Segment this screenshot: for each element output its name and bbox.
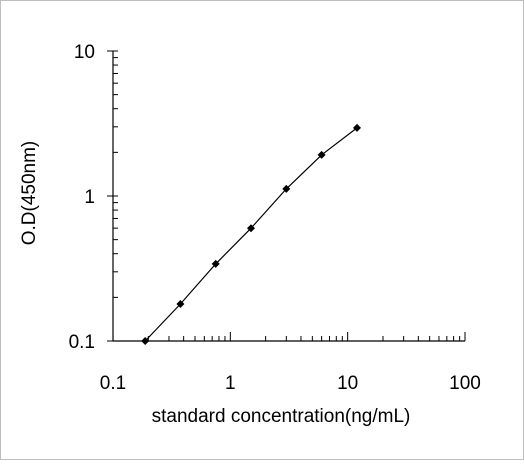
x-tick-label: 1 <box>225 373 236 394</box>
data-point <box>282 184 291 193</box>
series <box>141 123 361 345</box>
x-axis-label: standard concentration(ng/mL) <box>152 406 411 427</box>
y-tick-label: 1 <box>84 187 95 208</box>
data-point <box>353 123 361 132</box>
y-tick-label: 0.1 <box>69 332 95 353</box>
data-point <box>317 150 326 159</box>
tick-marks <box>107 50 466 342</box>
x-tick-label: 10 <box>337 373 358 394</box>
y-tick-label: 10 <box>74 42 95 63</box>
data-point <box>176 300 185 308</box>
tick-labels: 0.1 1 10 100 0.1 1 10 <box>69 42 481 394</box>
x-tick-label: 100 <box>449 373 481 394</box>
series-line <box>144 127 358 342</box>
y-axis-label: O.D(450nm) <box>19 141 40 246</box>
data-point <box>247 224 255 233</box>
data-point <box>211 259 220 268</box>
data-point <box>141 337 150 345</box>
x-tick-label: 0.1 <box>100 373 126 394</box>
axes <box>112 51 465 342</box>
